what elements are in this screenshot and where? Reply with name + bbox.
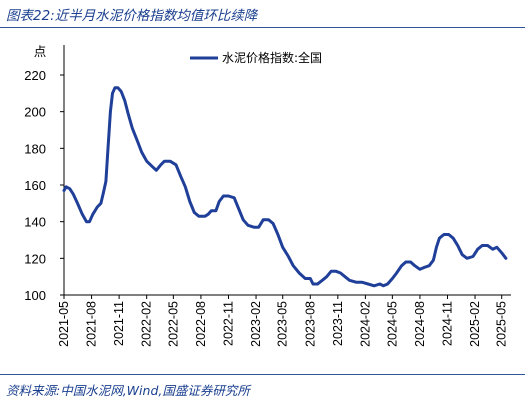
chart-series bbox=[62, 86, 508, 288]
y-tick-label: 180 bbox=[24, 141, 46, 156]
title-divider bbox=[0, 27, 525, 28]
legend-label: 水泥价格指数:全国 bbox=[222, 50, 322, 65]
y-tick-label: 200 bbox=[24, 105, 46, 120]
x-tick-label: 2024-11 bbox=[440, 301, 454, 346]
x-tick-label: 2025-02 bbox=[468, 301, 482, 347]
chart-ticks: 100 120 140 160 180 200 220 2021-05 2021-08 2021-… bbox=[24, 68, 508, 347]
x-tick-label: 2024-02 bbox=[358, 301, 372, 347]
source-divider bbox=[0, 374, 525, 375]
x-tick-label: 2022-05 bbox=[166, 301, 180, 347]
x-tick-label: 2023-11 bbox=[331, 301, 345, 346]
x-tick-label: 2021-08 bbox=[85, 301, 99, 347]
line-chart: 点 100 120 140 160 180 200 220 2021-05 2021-08 202… bbox=[24, 44, 511, 347]
x-tick-label: 2023-08 bbox=[303, 301, 317, 347]
x-tick-label: 2021-05 bbox=[57, 301, 71, 347]
y-tick-label: 120 bbox=[24, 251, 46, 266]
x-tick-label: 2022-08 bbox=[194, 301, 208, 347]
series-line bbox=[62, 86, 508, 288]
y-tick-label: 160 bbox=[24, 178, 46, 193]
y-tick-label: 100 bbox=[24, 288, 46, 303]
figure-title: 图表22:近半月水泥价格指数均值环比续降 bbox=[6, 8, 258, 24]
figure-source: 资料来源:中国水泥网,Wind,国盛证券研究所 bbox=[6, 383, 250, 398]
y-tick-label: 220 bbox=[24, 68, 46, 83]
x-tick-label: 2021-11 bbox=[112, 301, 126, 346]
y-tick-label: 140 bbox=[24, 215, 46, 230]
x-tick-label: 2024-05 bbox=[385, 301, 399, 347]
x-tick-label: 2022-02 bbox=[140, 301, 154, 347]
x-tick-label: 2023-02 bbox=[249, 301, 263, 347]
chart-legend: 水泥价格指数:全国 bbox=[190, 50, 322, 65]
x-tick-label: 2022-11 bbox=[221, 301, 235, 346]
x-tick-label: 2025-05 bbox=[495, 301, 509, 347]
chart-axes: 点 bbox=[34, 44, 511, 296]
x-tick-label: 2023-05 bbox=[276, 301, 290, 347]
y-axis-unit-label: 点 bbox=[34, 44, 47, 59]
x-tick-label: 2024-08 bbox=[413, 301, 427, 347]
